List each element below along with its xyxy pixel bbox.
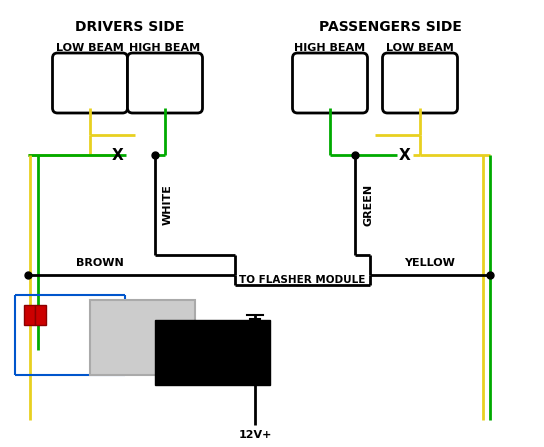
Text: LOW BEAM: LOW BEAM — [56, 43, 124, 53]
Text: PASSENGERS SIDE: PASSENGERS SIDE — [319, 20, 461, 34]
Bar — [90, 300, 195, 375]
Text: TO FLASHER MODULE: TO FLASHER MODULE — [239, 275, 365, 285]
Text: WHITE: WHITE — [163, 185, 173, 225]
Text: GREEN: GREEN — [363, 184, 373, 226]
FancyBboxPatch shape — [127, 53, 202, 113]
FancyBboxPatch shape — [293, 53, 368, 113]
Bar — [155, 320, 270, 385]
Text: YELLOW: YELLOW — [405, 258, 455, 268]
Text: 12V+: 12V+ — [238, 430, 271, 440]
FancyBboxPatch shape — [53, 53, 127, 113]
Text: DRIVERS SIDE: DRIVERS SIDE — [75, 20, 184, 34]
Text: LOW BEAM: LOW BEAM — [386, 43, 454, 53]
Text: BROWN: BROWN — [76, 258, 124, 268]
Bar — [24, 305, 35, 325]
Text: HIGH BEAM: HIGH BEAM — [294, 43, 366, 53]
Text: X: X — [399, 148, 411, 163]
FancyBboxPatch shape — [382, 53, 458, 113]
Bar — [35, 305, 46, 325]
Text: HIGH BEAM: HIGH BEAM — [129, 43, 201, 53]
Text: X: X — [112, 148, 124, 163]
